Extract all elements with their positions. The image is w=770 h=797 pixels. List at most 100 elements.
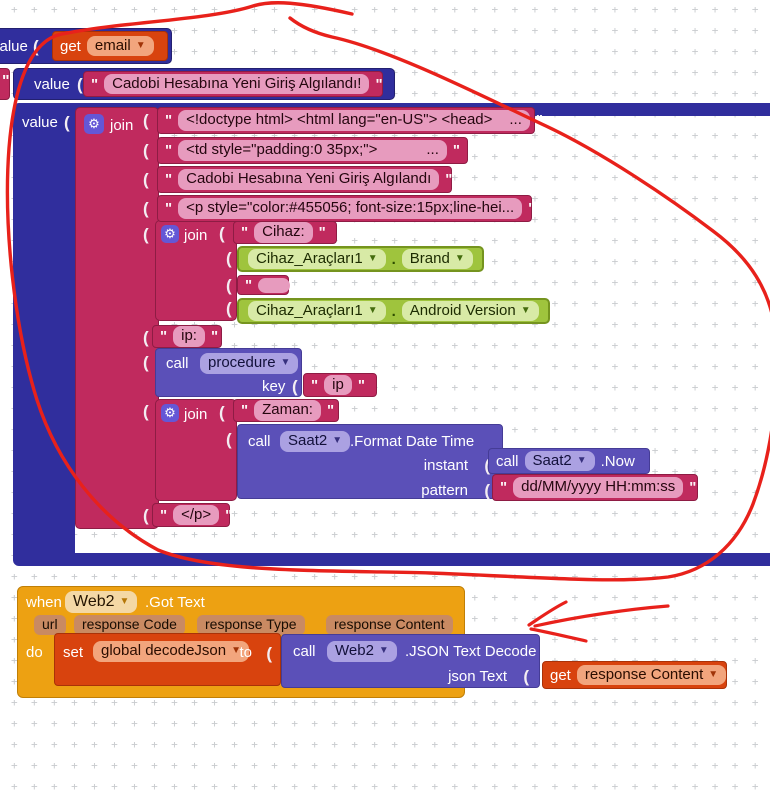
ellipsis: ...: [509, 111, 522, 129]
call-json-text-decode-block[interactable]: call Web2 ▼ .JSON Text Decode json Text (: [281, 634, 540, 688]
text-block-pattern[interactable]: " dd/MM/yyyy HH:mm:ss ": [492, 474, 698, 501]
get-email-block[interactable]: get email ▼: [52, 31, 168, 61]
text-block-subject-excl[interactable]: " Cadobi Hesabına Yeni Giriş Algılandı! …: [83, 71, 383, 97]
quote-mark: ": [165, 142, 173, 159]
socket-notch: (: [143, 170, 149, 189]
text-block-doctype[interactable]: " <!doctype html> <html lang="en-US"> <h…: [157, 107, 543, 134]
text-value: ip:: [181, 327, 197, 345]
event-param-url[interactable]: url: [34, 615, 66, 635]
socket-notch: (: [226, 299, 232, 318]
param-name: response Type: [205, 616, 297, 632]
gear-glyph: ⚙: [88, 116, 100, 131]
dropdown-icon: ▼: [367, 305, 378, 316]
property-dot: .: [391, 302, 396, 320]
quote-mark: ": [375, 75, 383, 93]
join-label: join: [110, 117, 134, 134]
component-block-brand[interactable]: Cihaz_Araçları1 ▼ . Brand ▼: [237, 246, 484, 272]
component-dropdown[interactable]: Cihaz_Araçları1 ▼: [248, 300, 386, 322]
quote-mark: ": [296, 276, 304, 294]
text-chip[interactable]: Cihaz:: [254, 222, 313, 243]
text-chip[interactable]: Cadobi Hesabına Yeni Giriş Algılandı: [178, 169, 440, 190]
call-format-date-time-block[interactable]: call Saat2▼ .Format Date Time instant ( …: [237, 424, 503, 499]
event-param-response-code[interactable]: response Code: [74, 615, 185, 635]
param-name: response Code: [82, 616, 177, 632]
gear-glyph: ⚙: [164, 405, 176, 420]
dropdown-icon: ▼: [454, 253, 465, 264]
text-chip[interactable]: [258, 277, 291, 293]
text-block-cihaz[interactable]: " Cihaz: ": [233, 221, 337, 244]
text-chip[interactable]: Cadobi Hesabına Yeni Giriş Algılandı!: [104, 73, 370, 95]
text-block-td-style[interactable]: " <td style="padding:0 35px;">... ": [157, 137, 468, 164]
call-procedure-block[interactable]: call procedure ▼ key (: [155, 348, 302, 397]
quote-mark: ": [311, 376, 319, 394]
quote-mark: ": [165, 112, 173, 129]
socket-notch: (: [226, 430, 232, 449]
variable-dropdown[interactable]: email ▼: [86, 35, 154, 57]
gear-icon[interactable]: ⚙: [161, 404, 179, 422]
text-chip[interactable]: </p>: [173, 504, 220, 526]
clipped-text-block[interactable]: ": [0, 68, 10, 100]
socket-notch: (: [143, 353, 149, 372]
component-dropdown[interactable]: Cihaz_Araçları1 ▼: [248, 248, 386, 270]
socket-notch: (: [219, 224, 225, 243]
socket-notch: (: [64, 113, 70, 132]
property-dropdown[interactable]: Android Version ▼: [401, 300, 539, 322]
text-chip[interactable]: ip:: [173, 326, 205, 347]
text-block-ip-key[interactable]: " ip ": [303, 373, 377, 397]
quote-mark: ": [225, 506, 233, 524]
instant-arg-label: instant: [423, 457, 468, 474]
text-value: Cadobi Hesabına Yeni Giriş Algılandı: [186, 170, 432, 188]
component-name: Web2: [335, 642, 374, 659]
quote-mark: ": [245, 276, 253, 294]
gear-icon[interactable]: ⚙: [161, 225, 179, 243]
do-label: do: [26, 644, 43, 661]
component-dropdown[interactable]: Web2 ▼: [65, 591, 138, 613]
text-value: Cadobi Hesabına Yeni Giriş Algılandı!: [112, 74, 362, 92]
key-arg-label: key: [262, 378, 286, 395]
text-chip[interactable]: Zaman:: [254, 400, 321, 421]
component-dropdown[interactable]: Saat2 ▼: [280, 431, 351, 452]
text-block-ip-label[interactable]: " ip: ": [152, 325, 222, 348]
value-param-label: value: [0, 38, 28, 55]
text-value: </p>: [181, 505, 212, 523]
component-name: Saat2: [288, 432, 328, 449]
component-block-android-version[interactable]: Cihaz_Araçları1 ▼ . Android Version ▼: [237, 298, 550, 324]
property-dropdown[interactable]: Brand ▼: [401, 248, 473, 270]
gear-icon[interactable]: ⚙: [84, 114, 104, 134]
variable-dropdown[interactable]: global decodeJson ▼: [93, 641, 250, 662]
text-chip[interactable]: dd/MM/yyyy HH:mm:ss: [513, 477, 684, 498]
variable-name: response Content: [584, 665, 704, 683]
dropdown-icon: ▼: [119, 596, 130, 607]
param-name: url: [42, 616, 58, 632]
text-chip[interactable]: <p style="color:#455056; font-size:15px;…: [178, 198, 523, 219]
text-block-space[interactable]: " ": [237, 275, 303, 295]
text-block-zaman[interactable]: " Zaman: ": [233, 399, 339, 422]
text-chip[interactable]: <!doctype html> <html lang="en-US"> <hea…: [178, 110, 530, 131]
quote-mark: ": [528, 200, 536, 217]
procedure-dropdown[interactable]: procedure ▼: [200, 353, 299, 374]
set-label: set: [63, 644, 84, 661]
quote-mark: ": [535, 112, 544, 129]
set-global-decodejson-block[interactable]: set global decodeJson ▼ to (: [54, 633, 281, 686]
text-block-subject[interactable]: " Cadobi Hesabına Yeni Giriş Algılandı ": [157, 166, 452, 193]
text-value: <!doctype html> <html lang="en-US"> <hea…: [186, 111, 493, 129]
component-name: Cihaz_Araçları1: [256, 249, 363, 267]
text-block-close-p[interactable]: " </p> ": [152, 503, 233, 527]
call-label: call: [166, 355, 189, 372]
event-param-response-type[interactable]: response Type: [197, 615, 305, 635]
component-dropdown[interactable]: Web2 ▼: [327, 641, 397, 662]
text-block-p-style[interactable]: " <p style="color:#455056; font-size:15p…: [157, 195, 536, 222]
socket-notch: (: [33, 37, 39, 56]
component-dropdown[interactable]: Saat2 ▼: [524, 450, 595, 472]
call-label: call: [248, 433, 271, 450]
text-chip[interactable]: ip: [324, 374, 352, 396]
event-param-response-content[interactable]: response Content: [326, 615, 453, 635]
get-response-content-block[interactable]: get response Content ▼: [542, 661, 727, 689]
socket-notch: (: [143, 111, 149, 130]
call-label: call: [293, 643, 316, 660]
variable-dropdown[interactable]: response Content ▼: [576, 664, 727, 686]
text-chip[interactable]: <td style="padding:0 35px;">...: [178, 140, 447, 161]
socket-notch: (: [226, 249, 232, 268]
when-label: when: [26, 594, 62, 611]
call-now-block[interactable]: call Saat2 ▼ .Now: [488, 448, 650, 474]
